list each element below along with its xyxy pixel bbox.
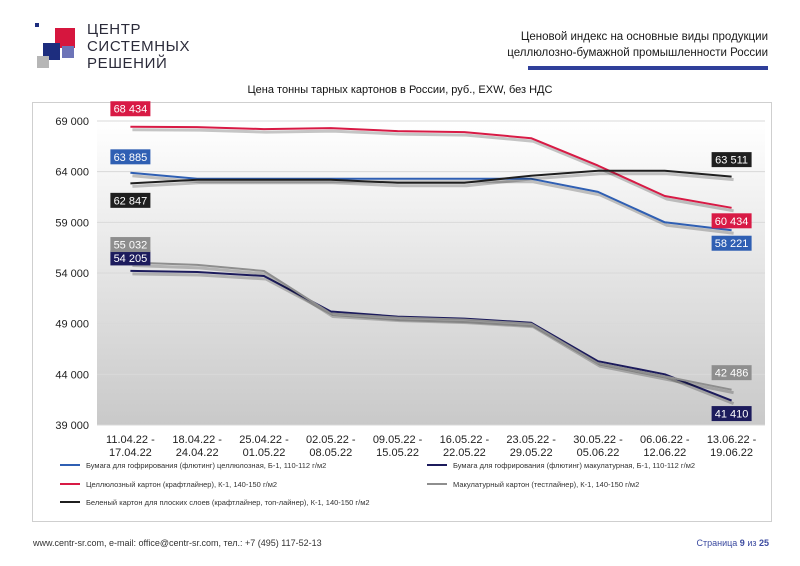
x-tick-label-line: 23.05.22 - bbox=[506, 434, 556, 446]
legend-label: Макулатурный картон (тестлайнер), К-1, 1… bbox=[453, 480, 639, 489]
footer-contacts: www.centr-sr.com, e-mail: office@centr-s… bbox=[33, 538, 322, 548]
data-label: 63 885 bbox=[114, 152, 148, 164]
y-tick-label: 64 000 bbox=[55, 167, 89, 179]
page-current: 9 bbox=[739, 538, 745, 548]
legend-label: Бумага для гофрирования (флютинг) целлюл… bbox=[86, 461, 326, 470]
page-of: из bbox=[747, 538, 757, 548]
data-label-box bbox=[711, 213, 752, 229]
series-line bbox=[130, 169, 732, 185]
page-total: 25 bbox=[758, 538, 769, 548]
data-labels: 63 885 58 221 54 205 41 410 68 434 60 434 55 0… bbox=[110, 101, 752, 422]
series-line bbox=[130, 261, 732, 391]
y-tick-label: 59 000 bbox=[55, 217, 89, 229]
logo-mark-icon bbox=[35, 23, 75, 68]
data-label: 41 410 bbox=[715, 409, 749, 421]
logo-line: РЕШЕНИЙ bbox=[87, 55, 168, 72]
data-label: 62 847 bbox=[114, 195, 148, 207]
x-tick-label-line: 13.06.22 - bbox=[707, 434, 757, 446]
x-tick-label-line: 05.06.22 bbox=[577, 447, 620, 459]
series-lines bbox=[130, 125, 735, 405]
x-tick-label-line: 02.05.22 - bbox=[306, 434, 356, 446]
series-shadow bbox=[132, 264, 734, 395]
x-tick-label: 18.04.22 -24.04.22 bbox=[172, 434, 222, 459]
logo-text: ЦЕНТР СИСТЕМНЫХ РЕШЕНИЙ bbox=[87, 21, 190, 72]
x-axis: 11.04.22 -17.04.22 18.04.22 -24.04.22 25.0… bbox=[106, 434, 757, 459]
logo-line: СИСТЕМНЫХ bbox=[87, 38, 191, 55]
y-tick-label: 49 000 bbox=[55, 319, 89, 331]
x-tick-label: 13.06.22 -19.06.22 bbox=[707, 434, 757, 459]
series-line bbox=[130, 125, 732, 209]
x-tick-label-line: 18.04.22 - bbox=[172, 434, 222, 446]
x-tick-label-line: 11.04.22 - bbox=[106, 434, 155, 446]
x-tick-label-line: 22.05.22 bbox=[443, 447, 486, 459]
header-title-line: Ценовой индекс на основные виды продукци… bbox=[520, 31, 768, 43]
x-tick-label: 16.05.22 -22.05.22 bbox=[440, 434, 490, 459]
data-label-box bbox=[711, 152, 752, 168]
data-label: 60 434 bbox=[715, 216, 749, 228]
page-header: Ценовой индекс на основные виды продукци… bbox=[468, 29, 768, 61]
company-logo bbox=[34, 22, 184, 82]
x-tick-label-line: 06.06.22 - bbox=[640, 434, 690, 446]
x-tick-label: 09.05.22 -15.05.22 bbox=[373, 434, 423, 459]
x-tick-label: 23.05.22 -29.05.22 bbox=[506, 434, 556, 459]
x-tick-label-line: 29.05.22 bbox=[510, 447, 553, 459]
data-label-box bbox=[110, 237, 151, 253]
data-label: 42 486 bbox=[715, 368, 749, 380]
y-tick-label: 69 000 bbox=[55, 116, 89, 128]
data-label: 58 221 bbox=[715, 238, 749, 250]
x-tick-label-line: 01.05.22 bbox=[243, 447, 286, 459]
y-axis: 39 000 44 000 49 000 54 000 59 000 64 000 69 0… bbox=[55, 116, 89, 432]
logo-line: ЦЕНТР bbox=[87, 21, 142, 38]
data-label-box bbox=[110, 250, 151, 266]
data-label-box bbox=[711, 365, 752, 381]
legend-label: Целлюлозный картон (крафтлайнер), К-1, 1… bbox=[86, 480, 277, 489]
data-label-box bbox=[711, 406, 752, 422]
data-label: 68 434 bbox=[114, 104, 148, 116]
series-shadow bbox=[132, 128, 734, 213]
data-label: 63 511 bbox=[715, 155, 748, 167]
data-label: 54 205 bbox=[114, 253, 148, 265]
x-tick-label-line: 17.04.22 bbox=[109, 447, 152, 459]
x-tick-label-line: 16.05.22 - bbox=[440, 434, 490, 446]
x-tick-label: 25.04.22 -01.05.22 bbox=[239, 434, 289, 459]
data-label: 55 032 bbox=[114, 240, 148, 252]
x-tick-label-line: 08.05.22 bbox=[309, 447, 352, 459]
x-tick-label-line: 09.05.22 - bbox=[373, 434, 423, 446]
x-tick-label: 02.05.22 -08.05.22 bbox=[306, 434, 356, 459]
legend: Бумага для гофрирования (флютинг) целлюл… bbox=[60, 461, 695, 507]
chart-title: Цена тонны тарных картонов в России, руб… bbox=[247, 84, 553, 96]
x-tick-label: 11.04.22 -17.04.22 bbox=[106, 434, 155, 459]
page-number: Страница 9 из 25 bbox=[696, 538, 769, 548]
x-tick-label: 30.05.22 -05.06.22 bbox=[573, 434, 623, 459]
x-tick-label-line: 15.05.22 bbox=[376, 447, 419, 459]
y-tick-label: 44 000 bbox=[55, 369, 89, 381]
data-label-box bbox=[110, 192, 151, 208]
data-label-box bbox=[110, 101, 151, 117]
page-word: Страница bbox=[696, 538, 738, 548]
legend-label: Бумага для гофрирования (флютинг) макула… bbox=[453, 461, 695, 470]
x-tick-label-line: 25.04.22 - bbox=[239, 434, 289, 446]
header-title-line: целлюлозно-бумажной промышленности Росси… bbox=[507, 47, 768, 59]
y-tick-label: 54 000 bbox=[55, 268, 89, 280]
x-tick-label-line: 19.06.22 bbox=[710, 447, 753, 459]
y-tick-label: 39 000 bbox=[55, 420, 89, 432]
series-shadow bbox=[132, 172, 734, 188]
header-divider bbox=[528, 66, 768, 70]
x-tick-label-line: 30.05.22 - bbox=[573, 434, 623, 446]
x-tick-label-line: 24.04.22 bbox=[176, 447, 219, 459]
x-tick-label: 06.06.22 -12.06.22 bbox=[640, 434, 690, 459]
data-label-box bbox=[711, 235, 752, 251]
data-label-box bbox=[110, 149, 151, 165]
x-tick-label-line: 12.06.22 bbox=[643, 447, 686, 459]
legend-label: Беленый картон для плоских слоев (крафтл… bbox=[86, 498, 370, 507]
